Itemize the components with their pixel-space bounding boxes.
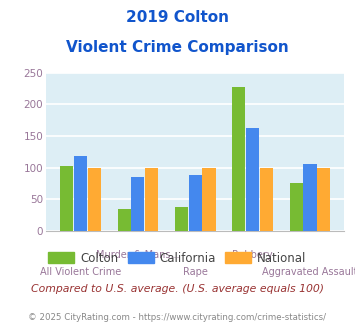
- Bar: [304, 164, 317, 231]
- Bar: [260, 168, 273, 231]
- Bar: [202, 168, 215, 231]
- Bar: [246, 128, 259, 231]
- Text: 2019 Colton: 2019 Colton: [126, 10, 229, 25]
- Bar: [317, 168, 330, 231]
- Text: Aggravated Assault: Aggravated Assault: [262, 267, 355, 277]
- Bar: [118, 209, 131, 231]
- Bar: [74, 156, 87, 231]
- Bar: [189, 175, 202, 231]
- Text: © 2025 CityRating.com - https://www.cityrating.com/crime-statistics/: © 2025 CityRating.com - https://www.city…: [28, 314, 327, 322]
- Bar: [60, 166, 73, 231]
- Bar: [145, 168, 158, 231]
- Text: Rape: Rape: [183, 267, 208, 277]
- Text: Robbery: Robbery: [232, 250, 273, 260]
- Text: All Violent Crime: All Violent Crime: [40, 267, 121, 277]
- Bar: [232, 86, 245, 231]
- Text: Violent Crime Comparison: Violent Crime Comparison: [66, 40, 289, 54]
- Text: Murder & Mans...: Murder & Mans...: [96, 250, 180, 260]
- Bar: [290, 183, 303, 231]
- Bar: [88, 168, 101, 231]
- Legend: Colton, California, National: Colton, California, National: [44, 247, 311, 269]
- Text: Compared to U.S. average. (U.S. average equals 100): Compared to U.S. average. (U.S. average …: [31, 284, 324, 294]
- Bar: [131, 177, 144, 231]
- Bar: [175, 207, 188, 231]
